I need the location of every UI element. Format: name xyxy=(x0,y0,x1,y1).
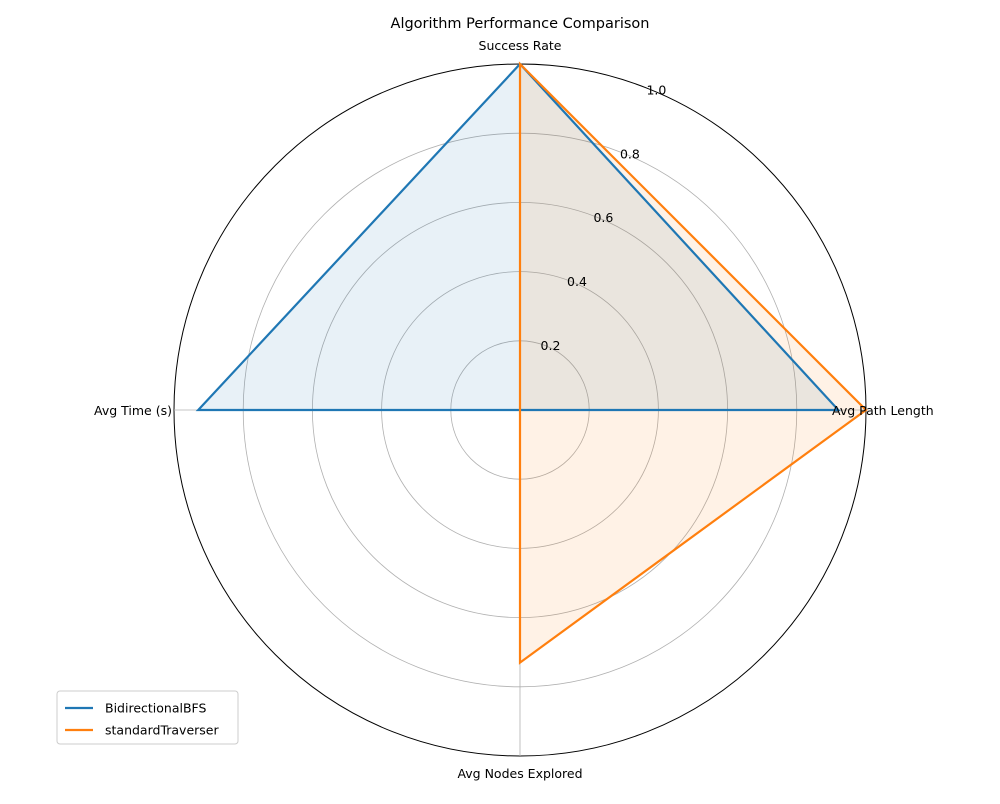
chart-title: Algorithm Performance Comparison xyxy=(391,16,650,32)
axis-labels: Success Rate Avg Path Length Avg Nodes Exp… xyxy=(94,38,934,781)
legend-frame xyxy=(56,690,239,745)
series-lines xyxy=(195,61,868,665)
radial-tick-label: 1.0 xyxy=(646,82,666,97)
series-fill-1 xyxy=(198,64,839,410)
radial-tick-label: 0.8 xyxy=(620,146,640,161)
radial-tick-label: 0.6 xyxy=(593,210,613,225)
axis-label-4: Avg Time (s) xyxy=(94,403,172,418)
radial-tick-labels: 0.2 0.4 0.6 0.8 1.0 xyxy=(541,82,667,353)
series-fill-2 xyxy=(520,64,866,663)
legend-label-1: BidirectionalBFS xyxy=(105,701,207,716)
series-fills xyxy=(198,64,866,663)
radial-tick-label: 0.2 xyxy=(541,338,561,353)
legend: BidirectionalBFS standardTraverser xyxy=(56,690,239,745)
axis-label-3: Avg Nodes Explored xyxy=(457,766,582,781)
series-line-2 xyxy=(518,61,868,665)
axis-label-1: Success Rate xyxy=(479,38,562,53)
axis-label-2: Avg Path Length xyxy=(832,403,934,418)
radial-tick-label: 0.4 xyxy=(567,274,587,289)
legend-label-2: standardTraverser xyxy=(105,723,219,738)
